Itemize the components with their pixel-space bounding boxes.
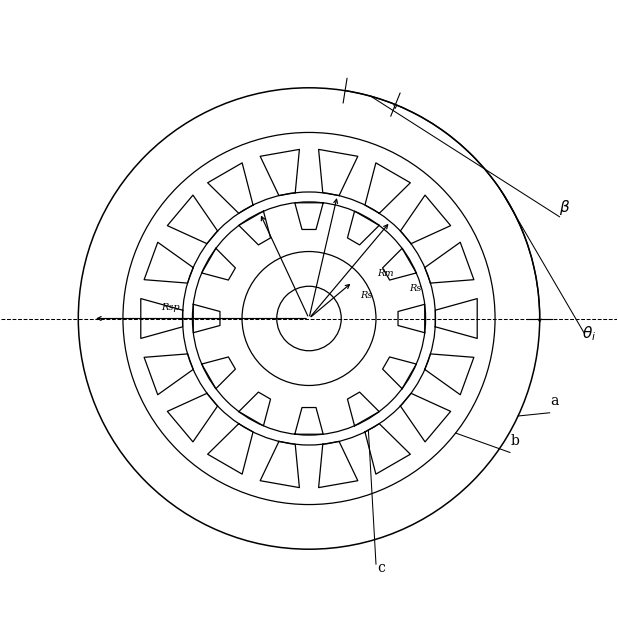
Text: b: b <box>510 434 519 448</box>
Text: Rm: Rm <box>378 269 394 278</box>
Text: a: a <box>551 394 559 408</box>
Text: $\beta$: $\beta$ <box>559 198 570 217</box>
Text: Rs: Rs <box>410 284 422 293</box>
Text: $\theta_i$: $\theta_i$ <box>582 324 596 343</box>
Text: Rsp: Rsp <box>161 303 179 311</box>
Text: Rs: Rs <box>360 290 372 299</box>
Text: c: c <box>377 561 385 575</box>
